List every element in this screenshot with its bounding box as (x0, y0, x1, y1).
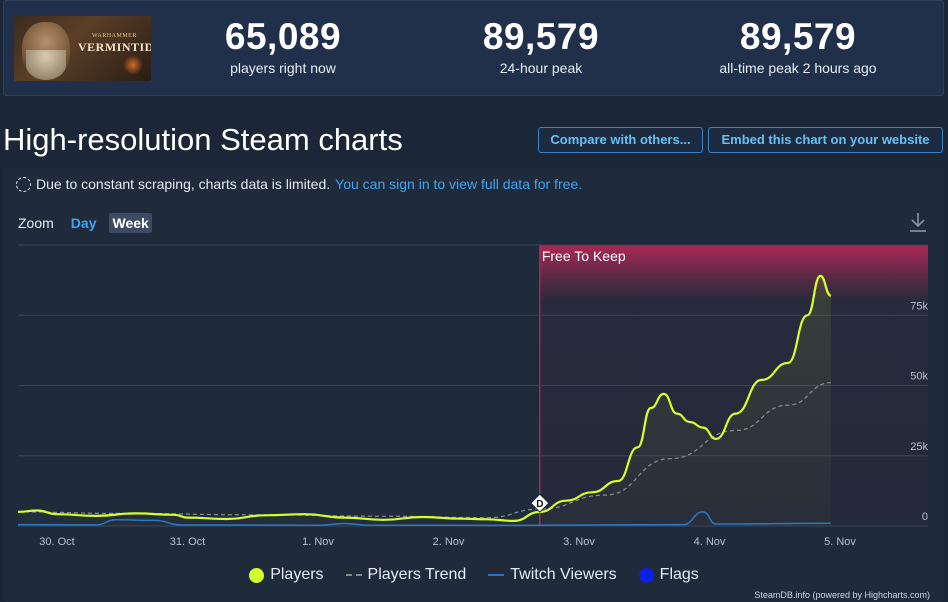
stat-value: 65,089 (224, 16, 342, 57)
legend-label: Players (270, 566, 324, 583)
data-limit-notice: Due to constant scraping, charts data is… (16, 176, 582, 192)
character-beard (26, 50, 66, 80)
legend-trend-marker (345, 574, 362, 576)
x-tick-label: 31. Oct (170, 536, 205, 548)
x-tick-label: 1. Nov (302, 536, 334, 548)
legend-label: Twitch Viewers (510, 566, 617, 583)
page-title: High-resolution Steam charts (3, 122, 403, 157)
player-count-chart: Free To Keep 0 25k 50k 75k 30. Oct 31. Oct 1. N… (17, 244, 928, 548)
zoom-day-button[interactable]: Day (70, 215, 97, 231)
legend-players-trend[interactable]: Players Trend (345, 566, 467, 584)
chart-credits[interactable]: SteamDB.info (powered by Highcharts.com) (754, 590, 930, 600)
game-header-image[interactable]: WARHAMMER VERMINTIDE (14, 16, 151, 81)
x-tick-label: 30. Oct (39, 536, 74, 548)
legend-twitch-viewers[interactable]: Twitch Viewers (488, 566, 617, 584)
stat-all-time-peak: 89,579 all-time peak 2 hours ago (698, 16, 898, 76)
stats-bar (3, 0, 944, 96)
stat-label: 24-hour peak (499, 60, 583, 76)
legend-flags[interactable]: Flags (638, 566, 699, 584)
notice-text: Due to constant scraping, charts data is… (36, 176, 331, 192)
zoom-label: Zoom (18, 215, 54, 231)
game-logo-small: WARHAMMER (92, 33, 137, 39)
plot-band-label: Free To Keep (542, 248, 626, 264)
y-tick-label: 0 (922, 511, 928, 523)
x-tick-label: 4. Nov (694, 536, 726, 548)
legend-flags-marker (638, 567, 654, 583)
download-icon[interactable] (908, 211, 928, 233)
y-tick-label: 50k (910, 371, 928, 383)
game-logo: VERMINTIDE (78, 40, 151, 54)
zoom-selector: Zoom Day Week (18, 213, 152, 233)
legend-label: Flags (659, 566, 699, 583)
legend-label: Players Trend (367, 566, 467, 583)
stat-24h-peak: 89,579 24-hour peak (441, 16, 641, 76)
series-players-trend (17, 382, 831, 519)
loading-circle-icon (16, 176, 31, 192)
x-tick-label: 5. Nov (824, 536, 856, 548)
stat-label: all-time peak 2 hours ago (719, 60, 877, 76)
flag-marker-label: D (536, 499, 543, 510)
chart-legend: Players Players Trend Twitch Viewers Fla… (0, 566, 948, 584)
legend-twitch-marker (488, 574, 505, 576)
stat-current-players: 65,089 players right now (183, 16, 383, 76)
embed-button[interactable]: Embed this chart on your website (708, 127, 943, 153)
sign-in-link[interactable]: You can sign in to view full data for fr… (335, 176, 583, 192)
fire-glow (123, 55, 143, 75)
legend-players-marker (249, 567, 265, 583)
stat-value: 89,579 (739, 16, 857, 57)
stat-label: players right now (230, 60, 336, 76)
y-tick-label: 75k (910, 300, 928, 312)
y-tick-label: 25k (910, 441, 928, 453)
zoom-week-button[interactable]: Week (109, 213, 152, 233)
flag-marker (530, 493, 550, 513)
x-tick-label: 3. Nov (563, 536, 595, 548)
legend-players[interactable]: Players (249, 566, 324, 584)
stat-value: 89,579 (482, 16, 600, 57)
compare-button[interactable]: Compare with others... (538, 127, 703, 153)
x-tick-label: 2. Nov (433, 536, 465, 548)
